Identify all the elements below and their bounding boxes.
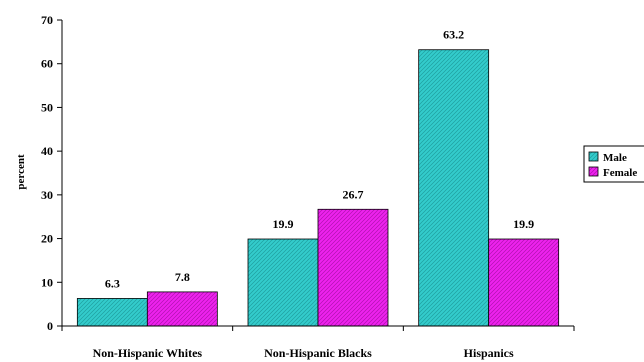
data-label: 6.3: [105, 276, 120, 290]
legend-swatch-male: [588, 151, 599, 162]
x-tick-label: Non-Hispanic Blacks: [264, 346, 372, 360]
y-tick-label: 10: [41, 275, 53, 289]
y-tick-label: 60: [41, 57, 53, 71]
legend-label-male: Male: [603, 152, 627, 164]
y-axis-label: percent: [15, 154, 27, 190]
legend-swatch-female: [588, 166, 599, 177]
data-label: 19.9: [273, 217, 294, 231]
bar-female: [488, 238, 560, 327]
y-tick-label: 0: [47, 319, 53, 333]
bar-male: [247, 238, 319, 327]
x-tick-label: Hispanics: [464, 346, 514, 360]
bar-female: [317, 208, 389, 327]
data-label: 7.8: [175, 270, 190, 284]
legend: Male Female: [583, 145, 644, 183]
bar-male: [418, 49, 490, 327]
y-tick-label: 20: [41, 232, 53, 246]
y-tick-label: 30: [41, 188, 53, 202]
data-label: 19.9: [513, 217, 534, 231]
x-tick-label: Non-Hispanic Whites: [93, 346, 203, 360]
axes-layer: 0 10 20 30 40 50 60 70 Non-Hispanic Whites Non-Hi…: [41, 13, 575, 360]
y-tick-label: 50: [41, 100, 53, 114]
y-tick-label: 40: [41, 144, 53, 158]
legend-label-female: Female: [603, 167, 637, 179]
data-label: 26.7: [343, 187, 364, 201]
bars-layer: 6.3 7.8 19.9 26.7 63.2 19.9: [76, 28, 560, 327]
y-tick-label: 70: [41, 13, 53, 27]
bar-male: [76, 298, 148, 327]
data-label: 63.2: [443, 28, 464, 42]
bar-female: [146, 291, 218, 327]
y-axis-title: percent: [15, 154, 27, 190]
